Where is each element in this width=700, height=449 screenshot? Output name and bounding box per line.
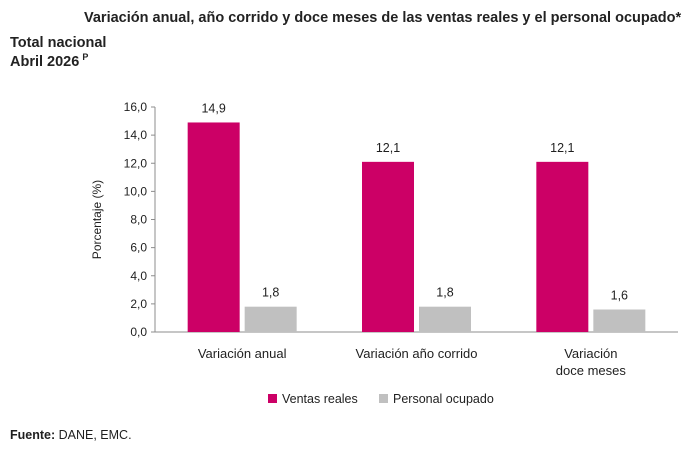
y-tick-label: 0,0 — [130, 325, 147, 339]
y-tick-label: 8,0 — [130, 213, 147, 227]
period-text: Abril 2026 — [10, 54, 80, 70]
legend-label: Ventas reales — [282, 392, 358, 406]
data-label: 1,8 — [436, 286, 453, 300]
chart-title: Variación anual, año corrido y doce mese… — [84, 10, 682, 26]
category-label: Variación año corrido — [356, 346, 478, 361]
y-axis-title: Porcentaje (%) — [90, 180, 104, 259]
legend-label: Personal ocupado — [393, 392, 494, 406]
legend-swatch — [379, 394, 388, 403]
bar-personal-ocupado — [419, 306, 471, 332]
chart-subtitle-period: Abril 2026 P — [10, 52, 88, 70]
source-note: Fuente: DANE, EMC. — [10, 428, 132, 442]
source-text: DANE, EMC. — [58, 428, 132, 442]
bar-ventas-reales — [536, 161, 589, 332]
bar-personal-ocupado — [593, 309, 646, 332]
bar-ventas-reales — [362, 161, 414, 332]
bar-personal-ocupado — [244, 306, 297, 332]
bar-ventas-reales — [187, 122, 240, 332]
data-label: 1,6 — [611, 289, 628, 303]
data-label: 1,8 — [262, 286, 279, 300]
y-tick-label: 4,0 — [130, 269, 147, 283]
category-label: Variación anual — [198, 346, 287, 361]
y-tick-label: 6,0 — [130, 241, 147, 255]
category-label: doce meses — [556, 363, 627, 378]
y-tick-label: 14,0 — [124, 128, 148, 142]
y-tick-label: 10,0 — [124, 184, 148, 198]
legend-swatch — [268, 394, 277, 403]
category-label: Variación — [564, 346, 617, 361]
y-tick-label: 2,0 — [130, 297, 147, 311]
chart-subtitle-region: Total nacional — [10, 35, 107, 51]
y-tick-label: 16,0 — [124, 100, 148, 114]
data-label: 14,9 — [201, 101, 225, 115]
data-label: 12,1 — [550, 141, 574, 155]
source-label: Fuente: — [10, 428, 56, 442]
data-label: 12,1 — [376, 141, 400, 155]
y-tick-label: 12,0 — [124, 156, 148, 170]
provisional-mark: P — [82, 52, 89, 62]
